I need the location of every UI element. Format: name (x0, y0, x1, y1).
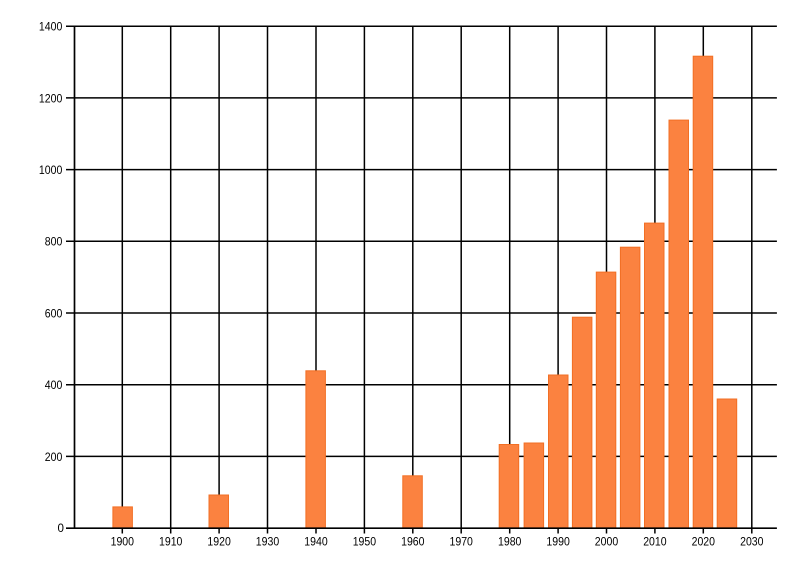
svg-text:1000: 1000 (39, 164, 62, 177)
svg-text:1910: 1910 (159, 535, 182, 548)
svg-text:1200: 1200 (39, 92, 62, 105)
svg-text:1960: 1960 (401, 535, 424, 548)
svg-text:1990: 1990 (546, 535, 569, 548)
svg-text:400: 400 (45, 379, 63, 392)
svg-text:800: 800 (45, 236, 63, 249)
svg-text:2010: 2010 (643, 535, 666, 548)
svg-text:1900: 1900 (111, 535, 134, 548)
svg-text:1920: 1920 (207, 535, 230, 548)
svg-text:200: 200 (45, 451, 63, 464)
svg-text:1970: 1970 (450, 535, 473, 548)
svg-text:1980: 1980 (498, 535, 521, 548)
svg-text:1930: 1930 (256, 535, 279, 548)
svg-text:1950: 1950 (353, 535, 376, 548)
svg-text:0: 0 (58, 522, 64, 535)
svg-text:1400: 1400 (39, 21, 62, 34)
svg-text:2020: 2020 (692, 535, 715, 548)
svg-text:2000: 2000 (595, 535, 618, 548)
svg-text:2030: 2030 (740, 535, 763, 548)
svg-text:1940: 1940 (304, 535, 327, 548)
svg-text:600: 600 (45, 307, 63, 320)
